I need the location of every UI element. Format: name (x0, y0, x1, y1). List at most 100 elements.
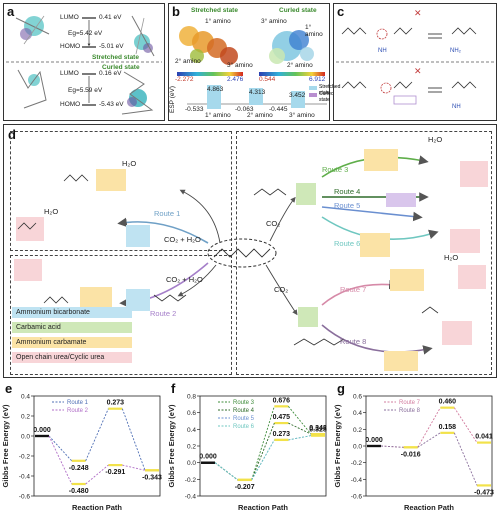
legend-urea: Open chain urea/Cyclic urea (12, 352, 132, 363)
legend-label: Route 8 (399, 408, 421, 414)
value-label: -0.291 (105, 469, 125, 476)
species-bicarbonate-bl (126, 289, 150, 311)
connector (251, 439, 275, 481)
panel-c: c ✕ NH NH₂ ✕ NH (333, 3, 497, 121)
route-4-label: Route 4 (334, 187, 361, 196)
y-tick-label: 0.0 (353, 444, 362, 451)
stretched-lumo-label: LUMO (60, 14, 79, 21)
connector (121, 408, 146, 471)
route-8-arrow (321, 324, 433, 355)
curled-lumo-molecule (17, 69, 47, 109)
connector (214, 462, 238, 481)
svg-text:NH: NH (378, 48, 387, 54)
connector (288, 422, 312, 435)
connector (85, 408, 109, 461)
bar-2-stretched (249, 88, 263, 104)
stretched-title: Stretched state (191, 7, 238, 14)
legend-label: Route 1 (67, 400, 89, 406)
legend-label: Carbamic acid (16, 324, 61, 331)
route-6-label: Route 6 (334, 239, 361, 248)
value-label: 0.676 (273, 397, 291, 404)
y-tick-label: 0.2 (21, 414, 30, 421)
bar-1-category: 1° amino (205, 112, 231, 119)
panel-e-label: e (5, 381, 13, 396)
route-2-label: Route 2 (150, 309, 177, 318)
y-tick-label: 0.4 (21, 394, 30, 401)
curled-lumo-label: LUMO (60, 70, 79, 77)
panel-f-label: f (171, 381, 176, 396)
plot-frame (33, 395, 161, 497)
bar-1-curled-value: -0.533 (185, 106, 204, 113)
scale-left-min: -2.272 (175, 76, 194, 83)
y-tick-label: 0.4 (353, 410, 362, 417)
route-3-label: Route 3 (322, 165, 349, 174)
value-label: 0.343 (309, 425, 327, 432)
panel-d-label: d (8, 127, 16, 142)
stretched-lumo-value: 0.41 eV (99, 14, 122, 21)
connector (453, 407, 478, 443)
y-axis-label: Gibbs Free Energy (eV) (167, 404, 176, 487)
co2-right: CO₂ (266, 219, 281, 228)
esp-scale-left (177, 72, 243, 76)
y-tick-label: 0.2 (187, 444, 196, 451)
svg-text:✕: ✕ (414, 8, 422, 18)
curled-lumo-value: 0.16 eV (99, 70, 122, 77)
y-tick-label: -0.2 (19, 454, 31, 461)
legend-ammonium-bicarbonate: Ammonium bicarbonate (12, 307, 132, 318)
energy-chart-f: -0.4 -0.2 0.0 0.2 0.4 0.6 0.8 Gibbs Free Energy… (167, 394, 327, 513)
value-label: 0.475 (273, 414, 291, 421)
species-carbamate-r3 (364, 149, 398, 171)
value-label: 0.273 (107, 400, 125, 407)
bar-2-stretched-value: 4.313 (249, 89, 266, 96)
route-5-arrow (321, 206, 423, 222)
species-cyclic-urea-r6 (450, 229, 480, 253)
y-tick-label: -0.6 (19, 494, 31, 501)
bar-3-stretched-value: 3.452 (289, 92, 306, 99)
bar-3-curled (291, 104, 305, 108)
amino-2-right: 2° amino (287, 62, 313, 69)
value-label: 0.273 (273, 431, 291, 438)
center-to-bottomright-arrow (265, 264, 298, 316)
y-tick-label: -0.4 (351, 477, 363, 484)
y-tick-label: -0.2 (351, 460, 363, 467)
mechanism-schemes: ✕ NH NH₂ ✕ NH (336, 8, 494, 110)
series-route-1 (35, 407, 159, 472)
panel-d: d (3, 124, 497, 378)
value-label: 0.325 (309, 427, 327, 434)
y-tick-label: 0.0 (21, 434, 30, 441)
y-tick-label: 0.8 (187, 394, 196, 401)
stretched-esp-surface (179, 26, 238, 65)
legend-ammonium-carbamate: Ammonium carbamate (12, 337, 132, 348)
value-label: -0.016 (401, 451, 421, 458)
panel-b: b Stretched state Curled state (168, 3, 340, 121)
legend-label: Route 2 (67, 408, 89, 414)
x-axis-label: Reaction Path (72, 503, 122, 512)
connector (85, 464, 109, 485)
route-8-label: Route 8 (340, 337, 367, 346)
connector (251, 422, 275, 481)
connector (122, 464, 146, 471)
center-to-topleft-arrow (179, 189, 221, 244)
amino-1-right: 1° amino (305, 24, 323, 38)
curled-eg: Eg=5.59 eV (68, 87, 103, 94)
region-right (236, 131, 492, 375)
amino-2-left: 2° amino (175, 58, 201, 65)
bar-1-curled (207, 104, 221, 109)
y-tick-label: 0.0 (187, 460, 196, 467)
y-tick-label: -0.6 (351, 494, 363, 501)
series-route-8 (367, 431, 491, 487)
legend-label: Route 4 (233, 408, 255, 414)
energy-chart-g: -0.6 -0.4 -0.2 0.0 0.2 0.4 0.6 Gibbs Free Energ… (333, 394, 494, 513)
water-r3: H₂O (428, 135, 443, 144)
value-label: -0.473 (474, 489, 494, 496)
connector (417, 432, 441, 448)
bar-3-stretched (291, 91, 305, 104)
route-1-arrow (117, 217, 209, 244)
curled-homo-molecule (121, 71, 154, 115)
region-top-left (10, 131, 232, 251)
value-label: -0.248 (69, 465, 89, 472)
legend-stretched-swatch (309, 86, 317, 90)
scale-right-max: 6.912 (309, 76, 326, 83)
stretched-homo-label: HOMO (60, 43, 81, 50)
legend-label: Route 7 (399, 400, 421, 406)
